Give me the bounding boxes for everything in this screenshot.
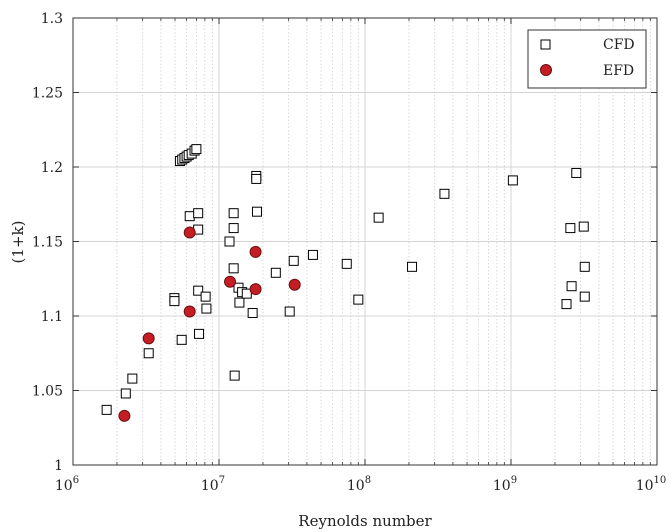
cfd-marker xyxy=(143,348,154,359)
x-tick-exponent: 10 xyxy=(654,475,667,486)
cfd-marker xyxy=(270,267,281,278)
cfd-marker xyxy=(373,212,384,223)
x-tick-label: 107 xyxy=(201,475,225,494)
cfd-marker xyxy=(194,328,205,339)
grid-lines xyxy=(73,18,657,465)
cfd-marker xyxy=(566,281,577,292)
cfd-marker xyxy=(120,388,131,399)
cfd-marker xyxy=(288,255,299,266)
legend-efd-label: EFD xyxy=(603,63,634,79)
cfd-marker xyxy=(571,167,582,178)
cfd-marker xyxy=(176,334,187,345)
y-tick-label: 1.3 xyxy=(41,11,63,27)
cfd-marker xyxy=(201,303,212,314)
y-tick-label: 1 xyxy=(54,458,63,474)
cfd-marker xyxy=(184,211,195,222)
cfd-marker xyxy=(224,236,235,247)
x-tick-label: 1010 xyxy=(636,475,667,494)
y-tick-label: 1.25 xyxy=(32,86,63,102)
efd-marker xyxy=(142,332,155,345)
x-tick-label: 109 xyxy=(493,475,517,494)
cfd-marker xyxy=(193,285,204,296)
cfd-marker xyxy=(241,288,252,299)
cfd-marker xyxy=(229,370,240,381)
cfd-marker xyxy=(507,175,518,186)
y-axis-label: (1+k) xyxy=(9,221,27,264)
x-tick-exponent: 7 xyxy=(219,475,225,486)
cfd-marker xyxy=(353,294,364,305)
cfd-marker xyxy=(284,306,295,317)
legend-cfd-label: CFD xyxy=(603,37,635,53)
legend-cfd-marker xyxy=(540,39,551,50)
cfd-marker xyxy=(578,221,589,232)
cfd-marker xyxy=(228,208,239,219)
cfd-marker xyxy=(579,291,590,302)
cfd-marker xyxy=(101,404,112,415)
efd-marker xyxy=(249,283,262,296)
cfd-marker xyxy=(407,261,418,272)
cfd-marker xyxy=(307,249,318,260)
efd-marker xyxy=(183,226,196,239)
efd-marker xyxy=(118,409,131,422)
cfd-marker xyxy=(247,308,258,319)
x-tick-exponent: 6 xyxy=(73,475,79,486)
efd-marker xyxy=(183,305,196,318)
cfd-marker xyxy=(200,291,211,302)
data-markers xyxy=(101,144,590,422)
x-tick-exponent: 9 xyxy=(511,475,517,486)
x-tick-label: 106 xyxy=(55,475,79,494)
y-tick-label: 1.2 xyxy=(41,160,63,176)
x-tick-exponent: 8 xyxy=(365,475,371,486)
cfd-marker xyxy=(561,299,572,310)
cfd-marker xyxy=(579,261,590,272)
cfd-marker xyxy=(169,296,180,307)
cfd-marker xyxy=(193,208,204,219)
cfd-marker xyxy=(251,173,262,184)
x-axis-label: Reynolds number xyxy=(298,512,432,530)
efd-marker xyxy=(224,275,237,288)
cfd-marker xyxy=(565,223,576,234)
y-tick-label: 1.1 xyxy=(41,309,63,325)
y-tick-label: 1.05 xyxy=(32,384,63,400)
cfd-marker xyxy=(228,223,239,234)
y-tick-label: 1.15 xyxy=(32,235,63,251)
legend-efd-marker xyxy=(540,64,552,76)
efd-marker xyxy=(288,278,301,291)
cfd-marker xyxy=(341,258,352,269)
cfd-marker xyxy=(234,297,245,308)
x-tick-label: 108 xyxy=(347,475,371,494)
cfd-marker xyxy=(228,263,239,274)
cfd-marker xyxy=(251,206,262,217)
cfd-marker xyxy=(439,188,450,199)
cfd-marker xyxy=(127,373,138,384)
legend: CFD EFD xyxy=(527,29,647,89)
cfd-marker xyxy=(191,144,202,155)
efd-marker xyxy=(249,245,262,258)
